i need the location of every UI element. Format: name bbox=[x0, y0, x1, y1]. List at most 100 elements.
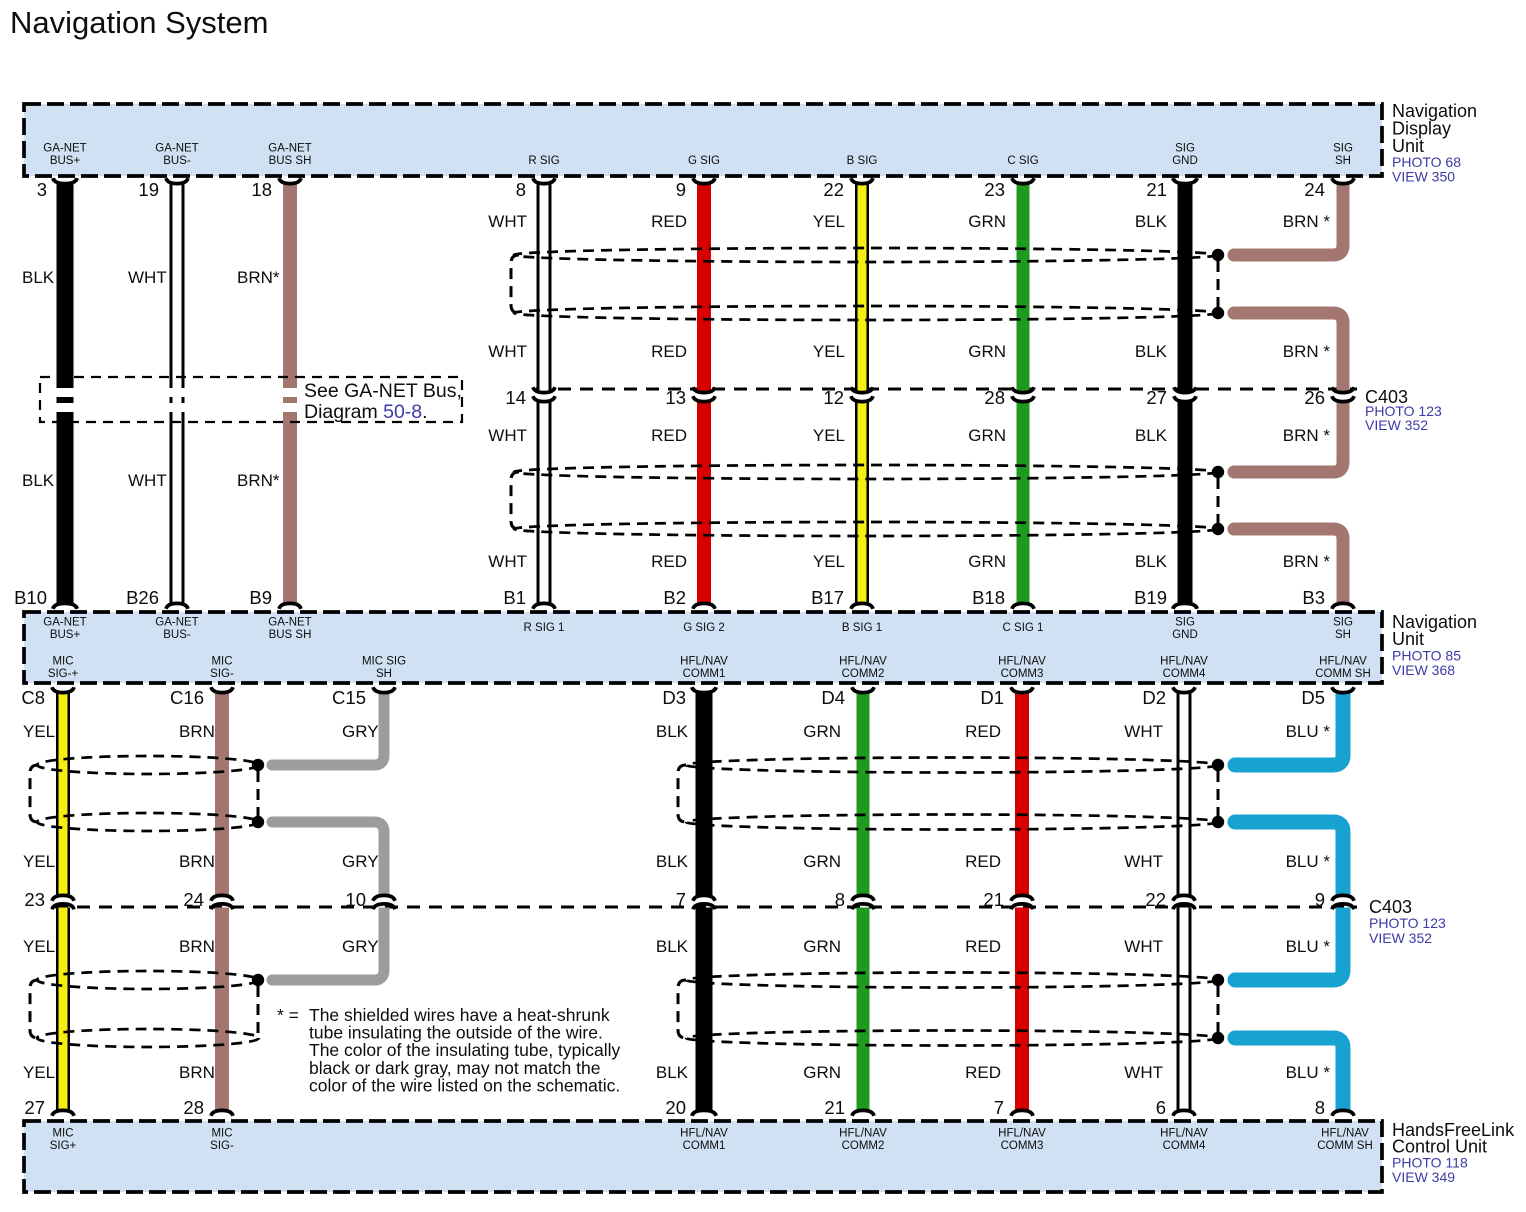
svg-text:BUS+: BUS+ bbox=[50, 155, 81, 167]
svg-text:G SIG: G SIG bbox=[688, 155, 720, 167]
svg-text:GRN: GRN bbox=[968, 552, 1006, 571]
svg-text:C8: C8 bbox=[21, 687, 45, 708]
svg-text:28: 28 bbox=[984, 387, 1005, 408]
svg-text:GRN: GRN bbox=[803, 1063, 841, 1082]
svg-text:YEL: YEL bbox=[813, 342, 845, 361]
svg-text:6: 6 bbox=[1156, 1097, 1166, 1118]
svg-text:BRN *: BRN * bbox=[1283, 342, 1331, 361]
svg-text:GRY: GRY bbox=[342, 937, 379, 956]
svg-text:B9: B9 bbox=[249, 587, 272, 608]
svg-text:HFL/NAV: HFL/NAV bbox=[839, 1128, 887, 1140]
svg-text:VIEW 349: VIEW 349 bbox=[1392, 1169, 1455, 1185]
svg-text:HFL/NAV: HFL/NAV bbox=[1160, 656, 1208, 668]
svg-text:26: 26 bbox=[1304, 387, 1325, 408]
svg-text:Unit: Unit bbox=[1392, 629, 1424, 649]
svg-text:BRN: BRN bbox=[179, 1063, 215, 1082]
svg-text:Navigation: Navigation bbox=[1392, 612, 1477, 632]
svg-text:HFL/NAV: HFL/NAV bbox=[998, 1128, 1046, 1140]
svg-text:G SIG 2: G SIG 2 bbox=[683, 622, 725, 634]
svg-text:COMM4: COMM4 bbox=[1163, 668, 1206, 680]
svg-text:C403: C403 bbox=[1369, 897, 1412, 917]
svg-text:18: 18 bbox=[251, 179, 272, 200]
svg-text:GRN: GRN bbox=[968, 212, 1006, 231]
svg-text:C15: C15 bbox=[332, 687, 366, 708]
svg-text:B18: B18 bbox=[972, 587, 1005, 608]
svg-text:SH: SH bbox=[1335, 629, 1351, 641]
svg-text:B19: B19 bbox=[1134, 587, 1167, 608]
svg-text:BRN*: BRN* bbox=[237, 268, 280, 287]
svg-text:WHT: WHT bbox=[1124, 1063, 1163, 1082]
svg-text:black or dark gray, may not ma: black or dark gray, may not match the bbox=[309, 1058, 600, 1078]
svg-text:GRN: GRN bbox=[968, 342, 1006, 361]
svg-text:9: 9 bbox=[1315, 889, 1325, 910]
svg-text:BLK: BLK bbox=[22, 268, 55, 287]
svg-text:C16: C16 bbox=[170, 687, 204, 708]
svg-text:SIG+: SIG+ bbox=[50, 1140, 77, 1152]
svg-text:COMM2: COMM2 bbox=[842, 1140, 885, 1152]
svg-text:HFL/NAV: HFL/NAV bbox=[680, 656, 728, 668]
svg-text:MIC: MIC bbox=[52, 1128, 73, 1140]
svg-text:YEL: YEL bbox=[23, 722, 55, 741]
svg-text:HFL/NAV: HFL/NAV bbox=[1160, 1128, 1208, 1140]
svg-text:GRN: GRN bbox=[803, 722, 841, 741]
svg-text:WHT: WHT bbox=[488, 426, 527, 445]
svg-text:23: 23 bbox=[24, 889, 45, 910]
svg-text:YEL: YEL bbox=[23, 852, 55, 871]
svg-text:RED: RED bbox=[651, 342, 687, 361]
svg-text:GA-NET: GA-NET bbox=[43, 617, 86, 629]
svg-text:GND: GND bbox=[1172, 629, 1198, 641]
svg-text:BUS SH: BUS SH bbox=[269, 629, 312, 641]
svg-text:BRN: BRN bbox=[179, 937, 215, 956]
svg-text:YEL: YEL bbox=[813, 212, 845, 231]
svg-text:D5: D5 bbox=[1301, 687, 1325, 708]
svg-text:HFL/NAV: HFL/NAV bbox=[1319, 656, 1367, 668]
svg-text:BRN *: BRN * bbox=[1283, 552, 1331, 571]
svg-text:SH: SH bbox=[376, 668, 392, 680]
svg-text:23: 23 bbox=[984, 179, 1005, 200]
svg-text:WHT: WHT bbox=[128, 471, 167, 490]
svg-text:B2: B2 bbox=[663, 587, 686, 608]
svg-text:B SIG 1: B SIG 1 bbox=[842, 622, 882, 634]
svg-text:SIG-+: SIG-+ bbox=[48, 668, 79, 680]
svg-text:BRN: BRN bbox=[179, 722, 215, 741]
svg-text:GA-NET: GA-NET bbox=[268, 617, 311, 629]
svg-text:B26: B26 bbox=[126, 587, 159, 608]
svg-text:YEL: YEL bbox=[813, 552, 845, 571]
svg-text:C SIG 1: C SIG 1 bbox=[1003, 622, 1044, 634]
svg-text:BLK: BLK bbox=[656, 937, 689, 956]
svg-text:* =: * = bbox=[277, 1005, 299, 1025]
svg-text:BLU *: BLU * bbox=[1286, 852, 1331, 871]
svg-text:COMM3: COMM3 bbox=[1001, 668, 1044, 680]
svg-text:14: 14 bbox=[505, 387, 526, 408]
svg-text:BLK: BLK bbox=[22, 471, 55, 490]
svg-text:WHT: WHT bbox=[1124, 852, 1163, 871]
svg-text:MIC: MIC bbox=[211, 656, 232, 668]
svg-text:YEL: YEL bbox=[23, 937, 55, 956]
svg-text:WHT: WHT bbox=[1124, 937, 1163, 956]
svg-text:22: 22 bbox=[1145, 889, 1166, 910]
svg-text:MIC: MIC bbox=[211, 1128, 232, 1140]
svg-text:COMM4: COMM4 bbox=[1163, 1140, 1206, 1152]
svg-text:B17: B17 bbox=[811, 587, 844, 608]
svg-text:3: 3 bbox=[37, 179, 47, 200]
svg-text:GA-NET: GA-NET bbox=[155, 143, 198, 155]
svg-text:19: 19 bbox=[138, 179, 159, 200]
svg-text:SIG-: SIG- bbox=[210, 668, 234, 680]
svg-text:Display: Display bbox=[1392, 119, 1451, 139]
svg-text:B1: B1 bbox=[503, 587, 526, 608]
svg-text:GA-NET: GA-NET bbox=[155, 617, 198, 629]
svg-text:VIEW 352: VIEW 352 bbox=[1369, 930, 1432, 946]
svg-text:BRN *: BRN * bbox=[1283, 212, 1331, 231]
svg-text:PHOTO 68: PHOTO 68 bbox=[1392, 154, 1461, 170]
svg-text:Control Unit: Control Unit bbox=[1392, 1137, 1487, 1157]
svg-text:R SIG 1: R SIG 1 bbox=[524, 622, 565, 634]
svg-text:BLU *: BLU * bbox=[1286, 722, 1331, 741]
svg-text:BUS-: BUS- bbox=[163, 155, 191, 167]
svg-text:BLU *: BLU * bbox=[1286, 937, 1331, 956]
svg-text:PHOTO 118: PHOTO 118 bbox=[1392, 1155, 1468, 1171]
svg-text:Navigation System: Navigation System bbox=[10, 5, 268, 40]
svg-text:R SIG: R SIG bbox=[528, 155, 559, 167]
svg-text:RED: RED bbox=[651, 552, 687, 571]
svg-text:YEL: YEL bbox=[813, 426, 845, 445]
svg-text:8: 8 bbox=[1315, 1097, 1325, 1118]
